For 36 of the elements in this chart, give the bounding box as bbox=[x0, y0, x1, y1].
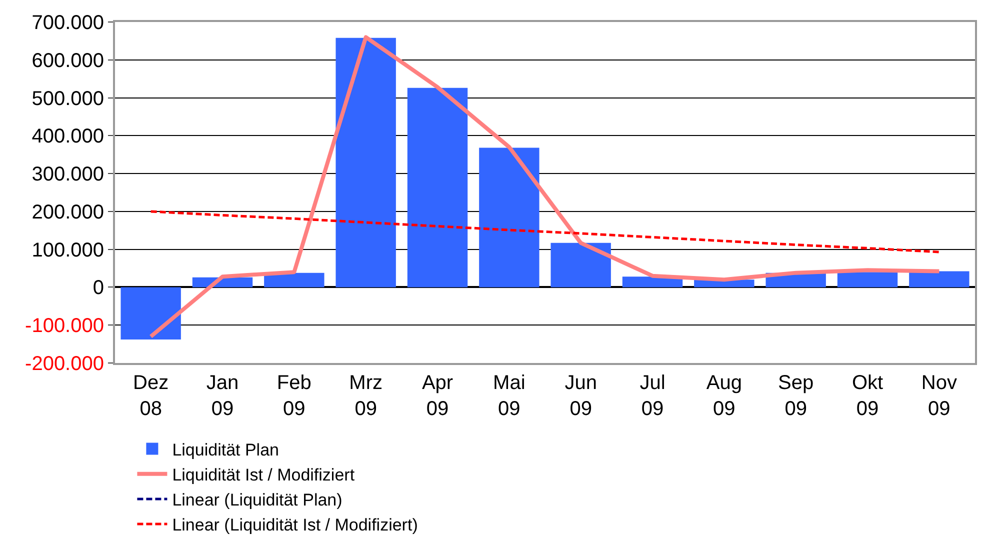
y-tick-label: 600.000 bbox=[32, 50, 104, 72]
legend-label: Linear (Liquidität Ist / Modifiziert) bbox=[172, 516, 418, 535]
y-tick-label: -100.000 bbox=[25, 315, 104, 338]
x-tick-label: Nov 09 bbox=[921, 372, 957, 420]
legend-label: Liquidität Ist / Modifiziert bbox=[172, 465, 355, 484]
bar bbox=[264, 272, 324, 288]
y-tick-label: 700.000 bbox=[32, 12, 104, 34]
bar bbox=[837, 272, 898, 288]
y-tick-label: 500.000 bbox=[32, 88, 104, 110]
x-tick-label: Jun 09 bbox=[564, 372, 597, 420]
legend-label: Liquidität Plan bbox=[172, 440, 280, 460]
y-tick-label: 100.000 bbox=[32, 239, 104, 262]
y-tick-label: 400.000 bbox=[32, 126, 104, 148]
bar bbox=[407, 88, 468, 288]
line-series bbox=[148, 35, 942, 338]
x-tick-label: Mai 09 bbox=[493, 372, 526, 420]
x-tick-label: Apr 09 bbox=[422, 372, 454, 420]
x-tick-label: Jul 09 bbox=[640, 372, 666, 420]
bar bbox=[909, 271, 970, 288]
y-tick-label: 200.000 bbox=[32, 201, 104, 224]
x-tick-label: Feb 09 bbox=[276, 372, 312, 420]
bar bbox=[120, 287, 181, 340]
bar bbox=[336, 38, 396, 288]
y-tick-label: 300.000 bbox=[32, 164, 104, 186]
y-tick-label: -200.000 bbox=[25, 353, 104, 375]
x-tick-label: Sep 09 bbox=[778, 372, 814, 420]
x-tick-label: Mrz 09 bbox=[349, 372, 382, 420]
x-tick-label: Aug 09 bbox=[706, 372, 742, 420]
bar bbox=[550, 242, 611, 288]
x-tick-label: Jan 09 bbox=[206, 372, 239, 420]
x-tick-label: Dez 08 bbox=[133, 372, 169, 420]
x-tick-label: Okt 09 bbox=[852, 372, 884, 420]
y-tick-label: 0 bbox=[92, 277, 104, 300]
bar bbox=[479, 148, 540, 288]
line-series bbox=[150, 210, 940, 254]
legend-label: Linear (Liquidität Plan) bbox=[172, 490, 342, 510]
